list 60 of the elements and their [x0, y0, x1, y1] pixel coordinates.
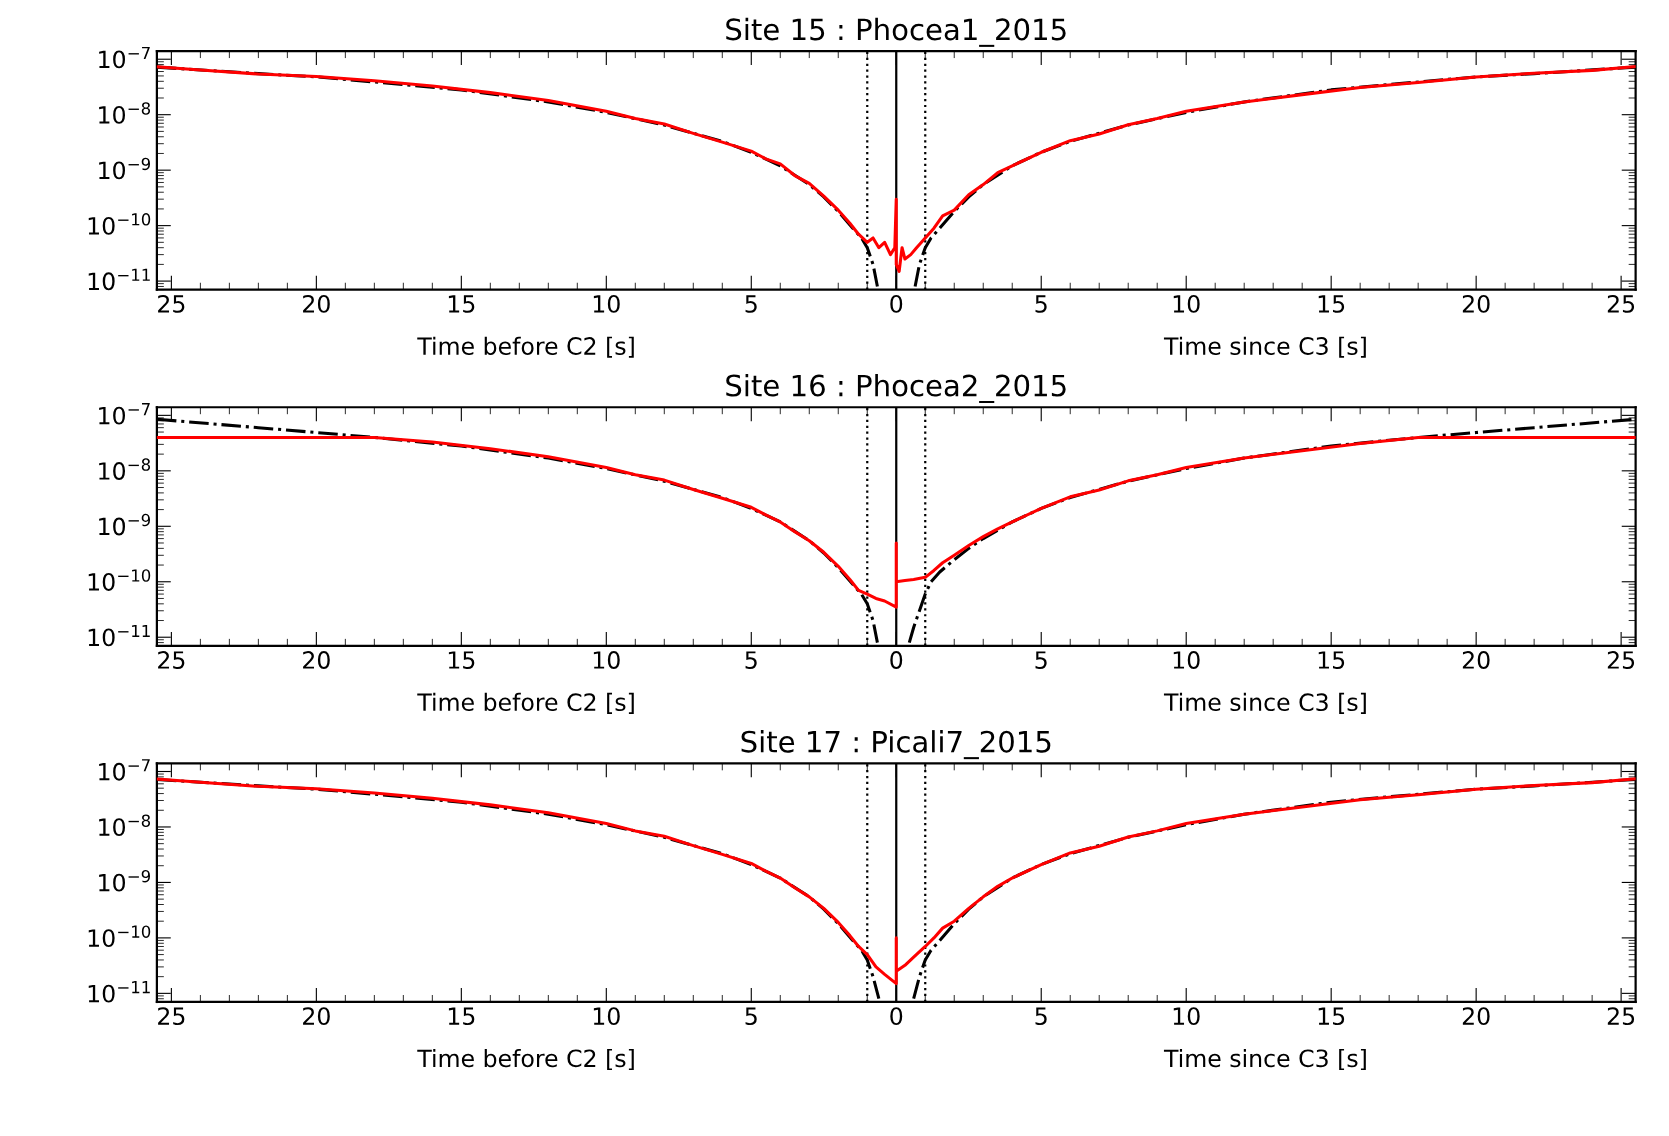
x-tick-label: 20 [1462, 294, 1490, 313]
x-tick-label: 0 [890, 1007, 903, 1026]
x-tick-label: 20 [303, 294, 330, 313]
y-tick-label: 10$^{−7}$ [99, 403, 150, 425]
x-tick-label: 15 [448, 1007, 475, 1026]
x-tick-label: 25 [158, 651, 185, 669]
x-tick-label: 15 [448, 651, 475, 669]
y-tick-label: 10$^{−9}$ [99, 869, 151, 892]
x-tick-label: 10 [1173, 651, 1200, 669]
x-tick-label: 20 [303, 1007, 330, 1026]
text: Time before C2 [s] [417, 336, 634, 358]
y-tick-label: 10$^{−8}$ [99, 102, 151, 124]
y-tick-label: 10$^{−8}$ [99, 458, 151, 480]
x-tick-label: 15 [448, 295, 475, 313]
x-tick-label: 20 [303, 651, 330, 669]
y-tick-label: 10$^{−10}$ [88, 569, 151, 591]
x-tick-label: 10 [593, 1007, 620, 1026]
chart-title: Site 17 : Picali7_2015 [741, 730, 1051, 760]
text: Time since C3 [s] [1163, 336, 1366, 358]
y-tick-label: 10$^{−7}$ [99, 759, 150, 781]
y-tick-label: 10$^{−11}$ [88, 981, 150, 1003]
x-tick-label: 5 [1035, 1007, 1047, 1026]
y-tick-label: 10$^{−11}$ [88, 624, 150, 647]
x-tick-label: 0 [890, 294, 903, 313]
text: Time since C3 [s] [1163, 1048, 1366, 1071]
line-series [156, 64, 1636, 273]
y-tick-label: 10$^{−7}$ [99, 46, 150, 69]
x-tick-label: 10 [593, 294, 620, 313]
x-tick-label: 20 [1462, 651, 1490, 669]
text: Time since C3 [s] [1163, 692, 1366, 714]
text: Time before C2 [s] [417, 692, 634, 714]
x-tick-label: 25 [158, 1007, 185, 1026]
x-tick-label: 10 [593, 651, 620, 669]
x-tick-label: 25 [1607, 1007, 1635, 1026]
x-tick-label: 20 [1462, 1007, 1490, 1026]
x-tick-label: 25 [1607, 651, 1635, 669]
x-tick-label: 15 [1318, 651, 1345, 669]
chart-title: Site 16 : Phocea2_2015 [726, 373, 1066, 404]
x-tick-label: 5 [1035, 295, 1047, 313]
x-tick-label: 5 [745, 1007, 757, 1026]
chart-title: Site 15 : Phocea1_2015 [726, 17, 1066, 47]
y-tick-label: 10$^{−10}$ [88, 213, 151, 235]
y-tick-label: 10$^{−10}$ [88, 925, 151, 948]
x-tick-label: 5 [1035, 651, 1047, 669]
x-tick-label: 25 [158, 294, 185, 313]
x-tick-label: 25 [1607, 294, 1635, 313]
x-tick-label: 10 [1173, 294, 1200, 313]
x-tick-label: 0 [890, 651, 903, 669]
y-tick-label: 10$^{−9}$ [99, 157, 151, 180]
x-tick-label: 15 [1318, 1007, 1345, 1026]
x-tick-label: 15 [1318, 295, 1345, 313]
y-tick-label: 10$^{−8}$ [99, 814, 151, 837]
line-series [156, 777, 1636, 986]
y-tick-label: 10$^{−11}$ [88, 268, 150, 291]
text: Time before C2 [s] [417, 1048, 634, 1071]
x-tick-label: 5 [745, 295, 757, 313]
line-series [156, 435, 1636, 609]
x-tick-label: 10 [1173, 1007, 1200, 1026]
x-tick-label: 5 [745, 651, 757, 669]
y-tick-label: 10$^{−9}$ [99, 513, 151, 536]
